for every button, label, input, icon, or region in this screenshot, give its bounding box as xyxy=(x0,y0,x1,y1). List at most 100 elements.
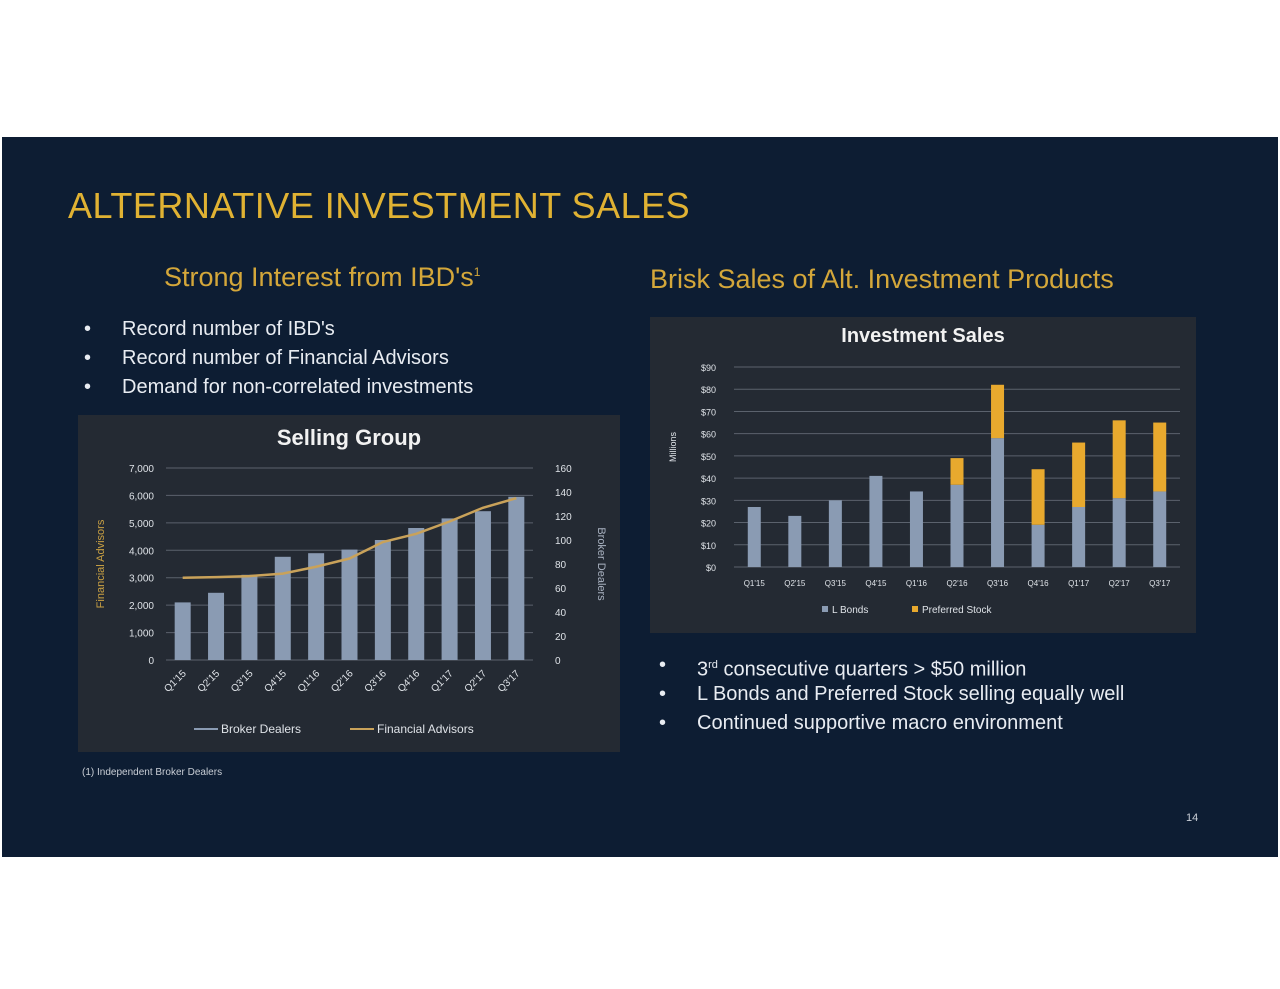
bullet-dot-icon: • xyxy=(659,683,667,705)
page-number: 14 xyxy=(1186,812,1199,824)
x-tick-label: Q3'15 xyxy=(825,579,847,588)
chart-title: Investment Sales xyxy=(841,325,1005,347)
bullet-item: • Continued supportive macro environment xyxy=(657,709,1124,738)
left-heading-text: Strong Interest from IBD's xyxy=(164,262,474,292)
bullet-item: • L Bonds and Preferred Stock selling equ… xyxy=(657,680,1124,709)
bar-l-bonds xyxy=(1112,498,1126,567)
x-tick-label: Q1'16 xyxy=(296,668,323,695)
bar-l-bonds xyxy=(1153,491,1167,567)
legend-label: Financial Advisors xyxy=(377,722,474,736)
y2-tick-label: 140 xyxy=(555,488,572,499)
slide-title: ALTERNATIVE INVESTMENT SALES xyxy=(68,185,691,226)
bullet-dot-icon: • xyxy=(84,376,92,398)
bar-broker-dealers xyxy=(341,549,358,660)
y-tick-label: $0 xyxy=(706,563,716,573)
x-tick-label: Q2'17 xyxy=(1109,579,1131,588)
bar-broker-dealers xyxy=(474,511,491,660)
bar-broker-dealers xyxy=(308,553,325,660)
right-heading: Brisk Sales of Alt. Investment Products xyxy=(650,264,1114,294)
bullet-text: L Bonds and Preferred Stock selling equa… xyxy=(697,683,1125,705)
left-heading-sup: 1 xyxy=(473,265,481,279)
y2-tick-label: 160 xyxy=(555,464,572,475)
bar-preferred-stock xyxy=(1072,442,1086,507)
legend-swatch xyxy=(912,606,918,612)
x-tick-label: Q2'16 xyxy=(946,579,968,588)
x-tick-label: Q3'15 xyxy=(229,668,256,695)
y-tick-label: $80 xyxy=(701,385,716,395)
x-tick-label: Q2'16 xyxy=(329,668,356,695)
y-tick-label: $60 xyxy=(701,430,716,440)
x-tick-label: Q3'16 xyxy=(987,579,1009,588)
y2-tick-label: 40 xyxy=(555,608,567,619)
y-tick-label: $40 xyxy=(701,474,716,484)
bar-broker-dealers xyxy=(508,496,525,660)
bullet-dot-icon: • xyxy=(659,712,667,734)
x-tick-label: Q3'17 xyxy=(496,668,523,695)
right-bullet-list: • 3rd consecutive quarters > $50 million … xyxy=(657,651,1124,738)
x-tick-label: Q1'17 xyxy=(429,668,456,695)
bullet-text: consecutive quarters > $50 million xyxy=(717,658,1027,681)
y-tick-label: 5,000 xyxy=(129,519,154,530)
slide: ALTERNATIVE INVESTMENT SALES Strong Inte… xyxy=(2,137,1278,857)
bar-l-bonds xyxy=(828,500,842,567)
left-bullet-list: • Record number of IBD's • Record number o… xyxy=(82,315,473,402)
y-tick-label: $10 xyxy=(701,541,716,551)
investment-sales-chart: Investment Sales $90 $80 $70 $60 $50 $40 $30 $2… xyxy=(650,317,1196,633)
x-tick-label: Q3'16 xyxy=(363,668,390,695)
bar-preferred-stock xyxy=(1031,469,1045,525)
bullet-text: Record number of IBD's xyxy=(122,318,335,340)
bar-broker-dealers xyxy=(174,602,191,660)
x-tick-label: Q4'16 xyxy=(396,668,423,695)
x-tick-label: Q1'17 xyxy=(1068,579,1090,588)
y2-tick-label: 60 xyxy=(555,584,567,595)
bar-l-bonds xyxy=(747,507,761,567)
y-tick-label: 2,000 xyxy=(129,601,154,612)
legend-label: Preferred Stock xyxy=(922,605,992,616)
y2-tick-label: 100 xyxy=(555,536,572,547)
bar-l-bonds xyxy=(1072,507,1086,567)
bar-l-bonds xyxy=(869,475,883,567)
y2-axis-label: Broker Dealers xyxy=(595,527,607,601)
y-tick-label: 0 xyxy=(148,656,154,667)
bullet-dot-icon: • xyxy=(659,654,667,676)
x-tick-label: Q4'15 xyxy=(262,668,289,695)
y-axis-label: Financial Advisors xyxy=(95,519,107,608)
selling-group-chart: Selling Group 7,000 6,000 5,000 4,000 3,000 2… xyxy=(78,415,620,752)
bar-broker-dealers xyxy=(241,574,258,660)
x-tick-label: Q1'15 xyxy=(162,668,189,695)
bullet-dot-icon: • xyxy=(84,347,92,369)
bar-broker-dealers xyxy=(274,556,291,660)
y-tick-label: 6,000 xyxy=(129,491,154,502)
bar-preferred-stock xyxy=(1153,422,1167,492)
y-tick-label: $20 xyxy=(701,519,716,529)
bar-l-bonds xyxy=(909,491,923,567)
bar-broker-dealers xyxy=(374,540,391,660)
bar-preferred-stock xyxy=(1112,420,1126,499)
x-tick-label: Q4'16 xyxy=(1028,579,1050,588)
y-tick-label: $30 xyxy=(701,496,716,506)
y-tick-label: 1,000 xyxy=(129,629,154,640)
y2-tick-label: 80 xyxy=(555,560,567,571)
selling-group-plot: 7,000 6,000 5,000 4,000 3,000 2,000 1,000 0 160 1… xyxy=(95,464,607,736)
left-heading: Strong Interest from IBD's1 xyxy=(164,262,480,293)
bar-l-bonds xyxy=(991,438,1005,567)
legend-label: Broker Dealers xyxy=(221,722,301,736)
x-tick-label: Q3'17 xyxy=(1149,579,1171,588)
x-tick-label: Q2'15 xyxy=(196,668,223,695)
bar-l-bonds xyxy=(1031,524,1045,567)
line-financial-advisors xyxy=(182,496,517,579)
x-tick-label: Q1'16 xyxy=(906,579,928,588)
bullet-text: Record number of Financial Advisors xyxy=(122,347,449,369)
legend-swatch xyxy=(822,606,828,612)
investment-sales-plot: $90 $80 $70 $60 $50 $40 $30 $20 $10 $0 Q1'15 Q2'15 Q… xyxy=(668,363,1180,616)
x-tick-label: Q1'15 xyxy=(744,579,766,588)
bullet-item: • Record number of Financial Advisors xyxy=(82,344,473,373)
y-tick-label: 7,000 xyxy=(129,464,154,475)
bar-broker-dealers xyxy=(441,518,458,660)
bullet-dot-icon: • xyxy=(84,318,92,340)
bullet-text: Demand for non-correlated investments xyxy=(122,376,474,398)
bullet-text: Continued supportive macro environment xyxy=(697,712,1063,734)
y-tick-label: 3,000 xyxy=(129,574,154,585)
y-tick-label: $70 xyxy=(701,407,716,417)
bar-preferred-stock xyxy=(950,458,964,485)
